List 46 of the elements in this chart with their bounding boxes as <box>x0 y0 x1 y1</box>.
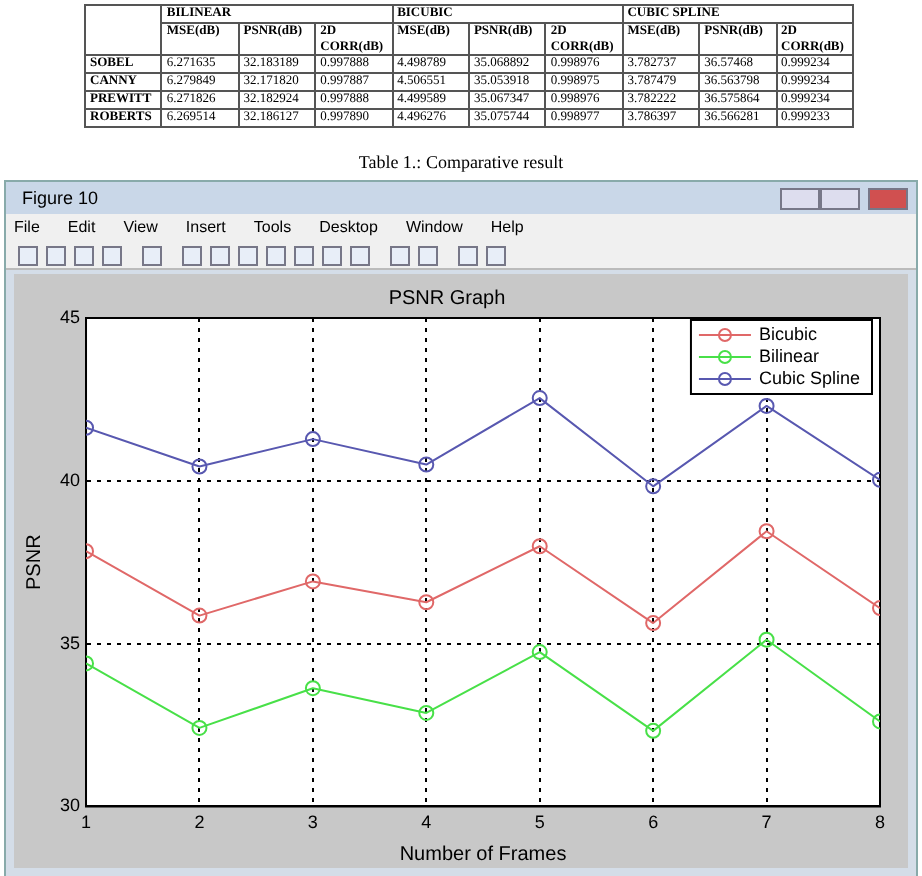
point <box>531 538 548 555</box>
y-tick-label: 35 <box>59 632 81 653</box>
caption: Figure 10 <box>22 188 99 208</box>
text: Desktop <box>319 218 378 236</box>
legend-label: Bicubic <box>758 323 818 344</box>
text: View <box>123 218 158 236</box>
point <box>531 390 548 407</box>
legend-label: Cubic Spline <box>758 367 861 388</box>
x-tick-label: 7 <box>761 812 772 833</box>
x-axis-title: Number of Frames <box>399 843 567 866</box>
text: Window <box>405 218 463 236</box>
point <box>191 607 208 624</box>
point <box>645 478 662 495</box>
point <box>304 573 321 590</box>
legend-label: Bilinear <box>758 345 819 366</box>
x-tick-label: 3 <box>307 812 318 833</box>
text: File <box>14 218 40 236</box>
point <box>758 631 775 648</box>
y-axis-title: PSNR <box>23 534 46 590</box>
y-tick-label: 40 <box>59 469 81 490</box>
point <box>645 615 662 632</box>
y-tick-label: 45 <box>59 306 81 327</box>
point <box>304 680 321 697</box>
point <box>758 397 775 414</box>
point <box>418 704 435 721</box>
point <box>418 456 435 473</box>
text: Tools <box>253 218 292 236</box>
x-tick-label: 5 <box>534 812 545 833</box>
x-tick-label: 6 <box>648 812 659 833</box>
x-tick-label: 8 <box>874 812 886 833</box>
x-tick-label: 1 <box>81 812 92 833</box>
text: Insert <box>185 218 226 236</box>
x-tick-label: 2 <box>194 812 205 833</box>
point <box>531 644 548 661</box>
caption: Table 1.: Comparative result <box>356 152 566 172</box>
point <box>418 594 435 611</box>
y-tick-label: 30 <box>59 795 81 816</box>
point <box>758 523 775 540</box>
point <box>191 458 208 475</box>
text: Help <box>490 218 524 236</box>
point <box>645 722 662 739</box>
point <box>304 431 321 448</box>
text: Edit <box>67 218 96 236</box>
x-tick-label: 4 <box>421 812 432 833</box>
chart-title: PSNR Graph <box>388 287 506 310</box>
point <box>191 719 208 736</box>
